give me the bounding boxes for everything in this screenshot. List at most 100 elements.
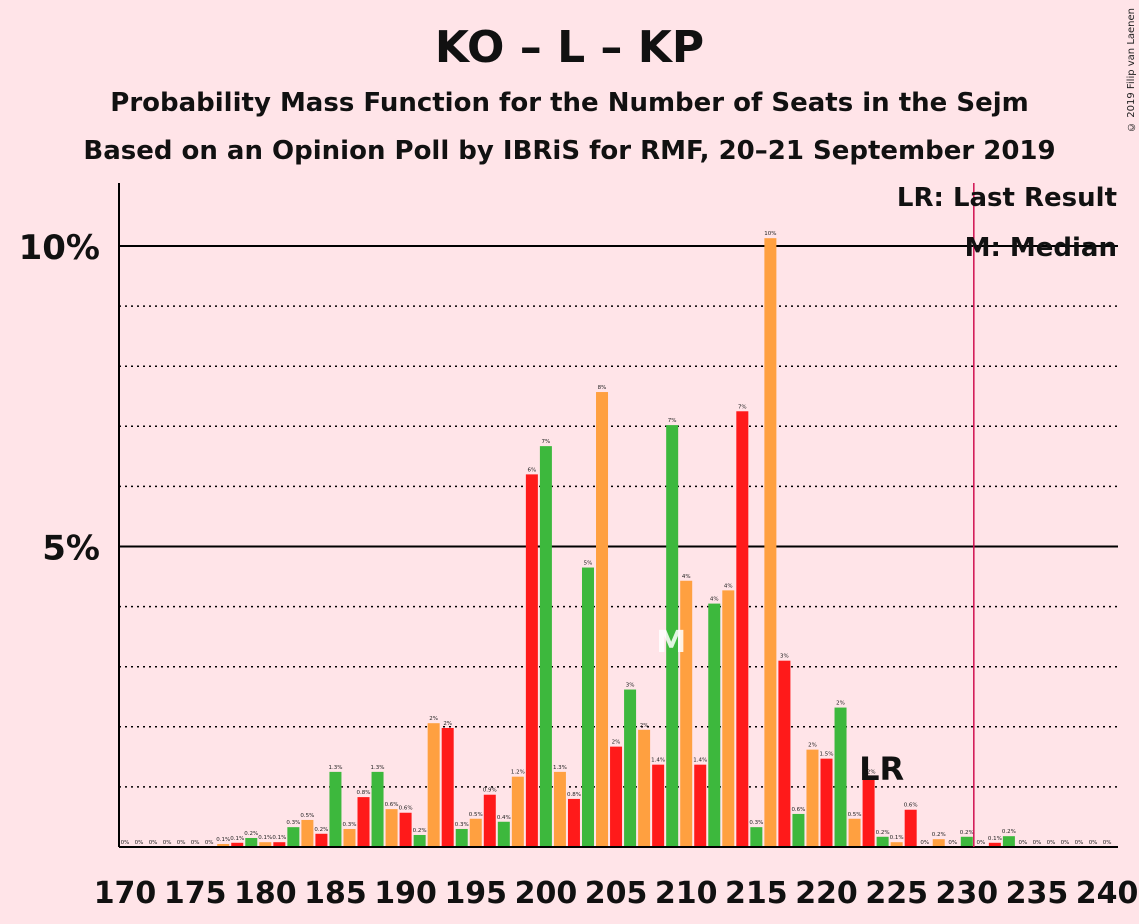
bar-value-label: 4%: [710, 597, 719, 603]
bar-value-label: 8%: [598, 385, 607, 391]
bar-value-label: 0.3%: [749, 820, 763, 826]
bar-value-label: 0%: [205, 840, 214, 846]
bar-seat-228: [932, 839, 945, 847]
x-tick-label: 220: [795, 876, 858, 911]
bar-seat-219: [806, 749, 819, 847]
bar-seat-209: [666, 425, 679, 847]
bar-value-label: 0.1%: [216, 837, 230, 843]
bar-seat-214: [736, 411, 749, 847]
bar-value-label: 0.2%: [314, 827, 328, 833]
bar-seat-201: [553, 771, 566, 847]
x-tick-label: 200: [515, 876, 578, 911]
x-tick-label: 170: [94, 876, 157, 911]
bar-seat-233: [1002, 836, 1015, 847]
bar-seat-211: [694, 764, 707, 847]
bar-value-label: 0%: [135, 840, 144, 846]
bar-seat-222: [848, 818, 861, 847]
bar-value-label: 7%: [668, 418, 677, 424]
bar-seat-184: [315, 833, 328, 847]
bar-value-label: 2%: [612, 740, 621, 746]
bar-value-label: 4%: [724, 583, 733, 589]
bar-value-label: 0.2%: [932, 832, 946, 838]
chart-subtitle: Probability Mass Function for the Number…: [110, 88, 1029, 118]
bar-seat-191: [413, 834, 426, 847]
x-tick-label: 215: [725, 876, 788, 911]
bar-seat-187: [357, 797, 370, 847]
bar-seat-194: [455, 828, 468, 847]
bar-seat-180: [259, 842, 272, 847]
bar-seat-204: [596, 392, 609, 847]
bar-seat-202: [567, 798, 580, 847]
bar-value-label: 0%: [149, 840, 158, 846]
bar-value-label: 0%: [177, 840, 186, 846]
bar-seat-217: [778, 660, 791, 847]
bar-value-label: 10%: [764, 231, 776, 237]
bar-value-label: 1.4%: [651, 758, 665, 764]
bar-seat-223: [862, 776, 875, 847]
bar-value-label: 0.1%: [272, 835, 286, 841]
bar-seat-224: [876, 836, 889, 847]
bar-seat-208: [652, 764, 665, 847]
bar-value-label: 0.5%: [300, 813, 314, 819]
bar-seat-185: [329, 771, 342, 847]
bar-seat-207: [638, 729, 651, 847]
bar-value-label: 1.3%: [553, 765, 567, 771]
x-tick-label: 180: [234, 876, 297, 911]
bar-seat-216: [764, 238, 777, 847]
bar-seat-198: [511, 776, 524, 847]
bar-value-label: 0.6%: [904, 803, 918, 809]
bar-value-label: 0.1%: [258, 835, 272, 841]
chart-title: KO – L – KP: [434, 22, 705, 73]
bar-value-label: 2%: [640, 723, 649, 729]
bar-seat-210: [680, 580, 693, 847]
bar-seat-196: [483, 794, 496, 847]
bar-seat-226: [904, 809, 917, 847]
chart-source-line: Based on an Opinion Poll by IBRiS for RM…: [83, 136, 1056, 166]
bar-value-label: 1.3%: [328, 765, 342, 771]
bar-value-label: 0.8%: [357, 790, 371, 796]
bar-seat-232: [988, 842, 1001, 847]
x-tick-label: 210: [655, 876, 718, 911]
x-tick-label: 230: [935, 876, 998, 911]
bar-seat-189: [385, 809, 398, 847]
bar-value-label: 0%: [1033, 840, 1042, 846]
bar-value-label: 0%: [1019, 840, 1028, 846]
y-tick-label: 10%: [19, 228, 100, 268]
bar-value-label: 0%: [976, 840, 985, 846]
bar-seat-212: [708, 603, 721, 847]
bar-value-label: 0.1%: [988, 836, 1002, 842]
bar-seat-220: [820, 758, 833, 847]
bar-value-label: 0.5%: [848, 812, 862, 818]
bar-value-label: 1.3%: [371, 765, 385, 771]
bar-seat-225: [890, 842, 903, 847]
bar-value-label: 0%: [121, 840, 130, 846]
bar-value-label: 0.1%: [890, 835, 904, 841]
bar-value-label: 0.1%: [230, 836, 244, 842]
bar-value-label: 0.2%: [876, 830, 890, 836]
bar-seat-218: [792, 813, 805, 847]
bar-value-label: 0.3%: [342, 822, 356, 828]
bar-seat-179: [245, 837, 258, 847]
bar-value-label: 3%: [780, 654, 789, 660]
bar-value-label: 7%: [542, 439, 551, 445]
bar-value-label: 6%: [528, 467, 537, 473]
bar-seat-193: [441, 728, 454, 847]
bar-seat-197: [497, 821, 510, 847]
bar-seat-181: [273, 842, 286, 847]
bar-seat-195: [469, 818, 482, 847]
y-tick-label: 5%: [42, 529, 100, 569]
x-tick-label: 225: [865, 876, 928, 911]
bar-value-label: 0%: [1047, 840, 1056, 846]
bar-seat-200: [539, 446, 552, 847]
bar-value-label: 0.8%: [567, 792, 581, 798]
bar-value-label: 2%: [443, 721, 452, 727]
bar-seat-221: [834, 707, 847, 847]
bar-value-label: 0.2%: [244, 831, 258, 837]
x-tick-label: 190: [374, 876, 437, 911]
bar-value-label: 0%: [948, 840, 957, 846]
bar-seat-188: [371, 771, 384, 847]
bar-value-label: 0.5%: [469, 812, 483, 818]
x-tick-label: 205: [585, 876, 648, 911]
bar-seat-190: [399, 812, 412, 847]
